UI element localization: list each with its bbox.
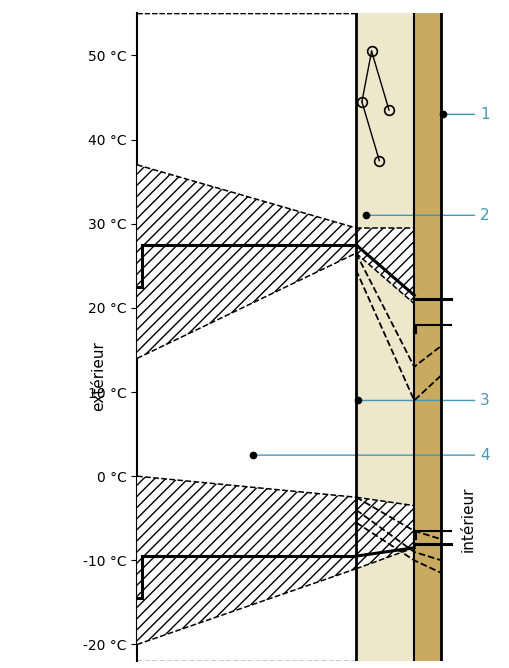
- Polygon shape: [137, 165, 355, 358]
- Text: intérieur: intérieur: [460, 486, 475, 552]
- Text: extérieur: extérieur: [91, 341, 106, 411]
- Bar: [355, 13, 413, 661]
- Bar: [413, 13, 440, 661]
- Text: 1: 1: [445, 107, 489, 122]
- Text: 4: 4: [256, 448, 489, 463]
- Text: 2: 2: [368, 208, 489, 223]
- Polygon shape: [355, 228, 413, 304]
- Text: 3: 3: [360, 393, 489, 408]
- Polygon shape: [137, 476, 355, 645]
- Polygon shape: [355, 497, 413, 568]
